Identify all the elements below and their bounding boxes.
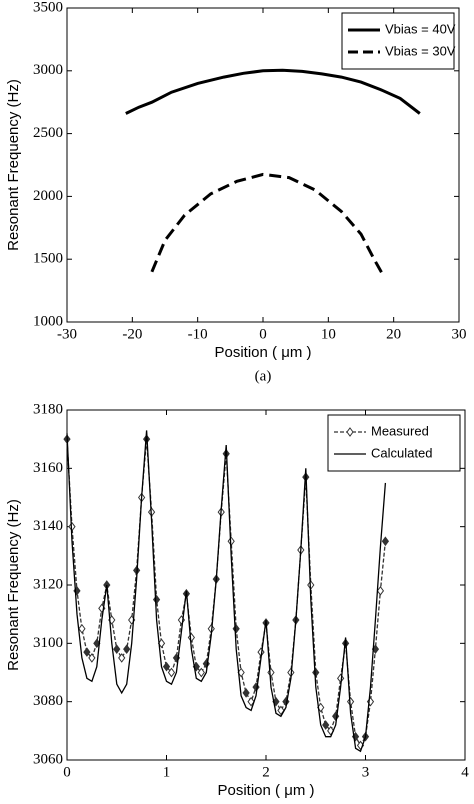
y-tick-label: 3060: [33, 751, 63, 767]
marker: [322, 720, 330, 730]
y-tick-label: 3500: [33, 0, 63, 15]
x-tick-label: 0: [259, 326, 267, 342]
series-line: [66, 439, 387, 747]
y-tick-label: 3000: [33, 62, 63, 78]
y-axis-label: Resonant Frequency (Hz): [5, 79, 22, 251]
legend-label: Vbias = 30V: [385, 43, 456, 58]
y-tick-label: 3160: [33, 460, 63, 476]
y-tick-label: 2000: [33, 188, 63, 204]
x-tick-label: 2: [262, 764, 270, 780]
marker: [83, 647, 91, 657]
caption: (a): [255, 368, 272, 384]
marker: [381, 536, 390, 547]
x-tick-label: 0: [63, 764, 71, 780]
marker: [247, 696, 255, 707]
x-tick-label: 4: [461, 764, 469, 780]
legend: [327, 414, 461, 472]
y-tick-label: 3120: [33, 576, 63, 592]
x-tick-label: 20: [386, 326, 401, 342]
y-tick-label: 1000: [33, 313, 63, 329]
marker: [277, 705, 285, 716]
y-tick-label: 1500: [33, 251, 63, 267]
y-tick-label: 3140: [33, 518, 63, 534]
series-line: [150, 172, 384, 276]
series-line: [125, 68, 421, 115]
legend-label: Vbias = 40V: [385, 21, 456, 36]
x-tick-label: -10: [188, 326, 208, 342]
y-tick-label: 3080: [33, 693, 63, 709]
legend-label: Calculated: [371, 445, 432, 460]
x-tick-label: -20: [122, 326, 142, 342]
marker: [162, 661, 171, 672]
marker: [197, 667, 205, 678]
x-tick-label: 3: [362, 764, 370, 780]
marker: [167, 667, 176, 678]
y-axis-label: Resonant Frequency (Hz): [5, 499, 22, 671]
y-tick-label: 2500: [33, 125, 63, 141]
y-tick-label: 3180: [33, 401, 63, 417]
x-axis-label: Position ( μm ): [215, 344, 312, 361]
marker: [242, 688, 250, 698]
marker: [123, 644, 131, 655]
x-axis-label: Position ( μm ): [218, 782, 315, 799]
legend-marker: [346, 427, 354, 437]
marker: [118, 653, 126, 663]
marker: [113, 644, 121, 655]
legend: [341, 12, 455, 70]
x-tick-label: -30: [57, 326, 77, 342]
x-tick-label: 1: [163, 764, 171, 780]
x-tick-label: 10: [321, 326, 336, 342]
marker: [78, 623, 86, 634]
y-tick-label: 3100: [33, 635, 63, 651]
marker: [376, 585, 385, 596]
x-tick-label: 30: [452, 326, 467, 342]
series-line: [66, 430, 387, 753]
legend-label: Measured: [371, 423, 429, 438]
marker: [88, 653, 96, 663]
